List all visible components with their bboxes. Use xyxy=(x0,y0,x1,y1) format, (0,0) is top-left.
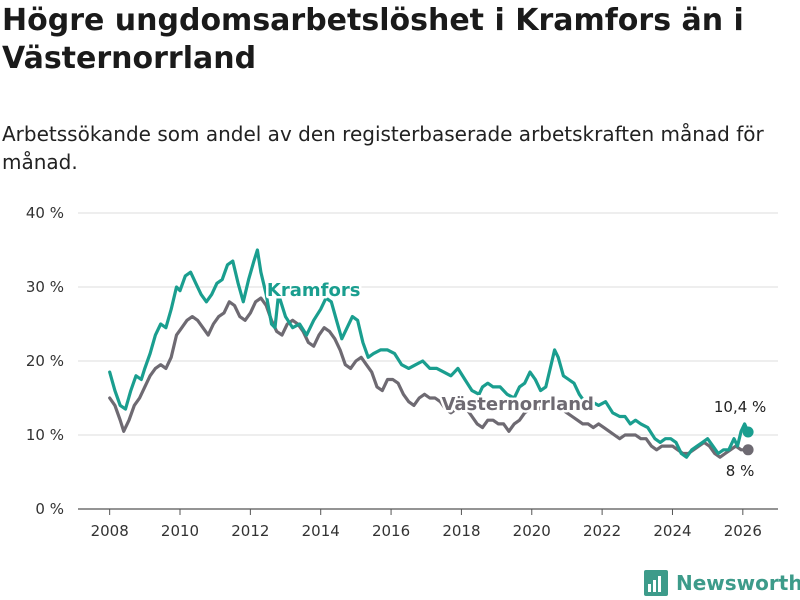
series-name-label: Kramfors xyxy=(267,280,361,301)
x-tick-label: 2020 xyxy=(513,522,551,540)
end-point xyxy=(742,444,754,456)
chart-subtitle: Arbetssökande som andel av den registerb… xyxy=(2,122,764,174)
newsworthy-logo-icon xyxy=(644,570,668,596)
series-lines xyxy=(108,248,754,459)
x-tick-label: 2014 xyxy=(302,522,340,540)
x-tick-label: 2012 xyxy=(231,522,269,540)
chart-title: Högre ungdomsarbetslöshet i Kramfors än … xyxy=(2,3,744,76)
x-tick-label: 2016 xyxy=(372,522,410,540)
axes: 0 % 10 % 20 % 30 % 40 % 2008 2010 2012 2014 2016 2… xyxy=(26,204,762,540)
series-labels: 10,4 % 8 % Kramfors Västernorrland xyxy=(264,277,766,480)
x-tick-label: 2010 xyxy=(161,522,199,540)
series-name-label: Västernorrland xyxy=(441,394,593,415)
series-line-kramfors xyxy=(108,248,750,459)
end-value-label: 10,4 % xyxy=(714,398,766,416)
y-tick-label: 40 % xyxy=(26,204,64,222)
grid-lines xyxy=(78,212,778,510)
x-tick-label: 2018 xyxy=(442,522,480,540)
end-point xyxy=(742,426,754,438)
y-tick-label: 30 % xyxy=(26,278,64,296)
end-value-label: 8 % xyxy=(726,462,755,480)
brand-name: Newsworthy xyxy=(676,571,800,595)
brand: Newsworthy xyxy=(644,568,800,598)
x-tick-label: 2026 xyxy=(724,522,762,540)
x-tick-label: 2022 xyxy=(583,522,621,540)
series-line-v-sternorrland xyxy=(108,296,750,459)
y-tick-label: 10 % xyxy=(26,426,64,444)
y-tick-label: 0 % xyxy=(35,500,64,518)
x-tick-label: 2024 xyxy=(653,522,691,540)
y-tick-label: 20 % xyxy=(26,352,64,370)
x-tick-label: 2008 xyxy=(91,522,129,540)
